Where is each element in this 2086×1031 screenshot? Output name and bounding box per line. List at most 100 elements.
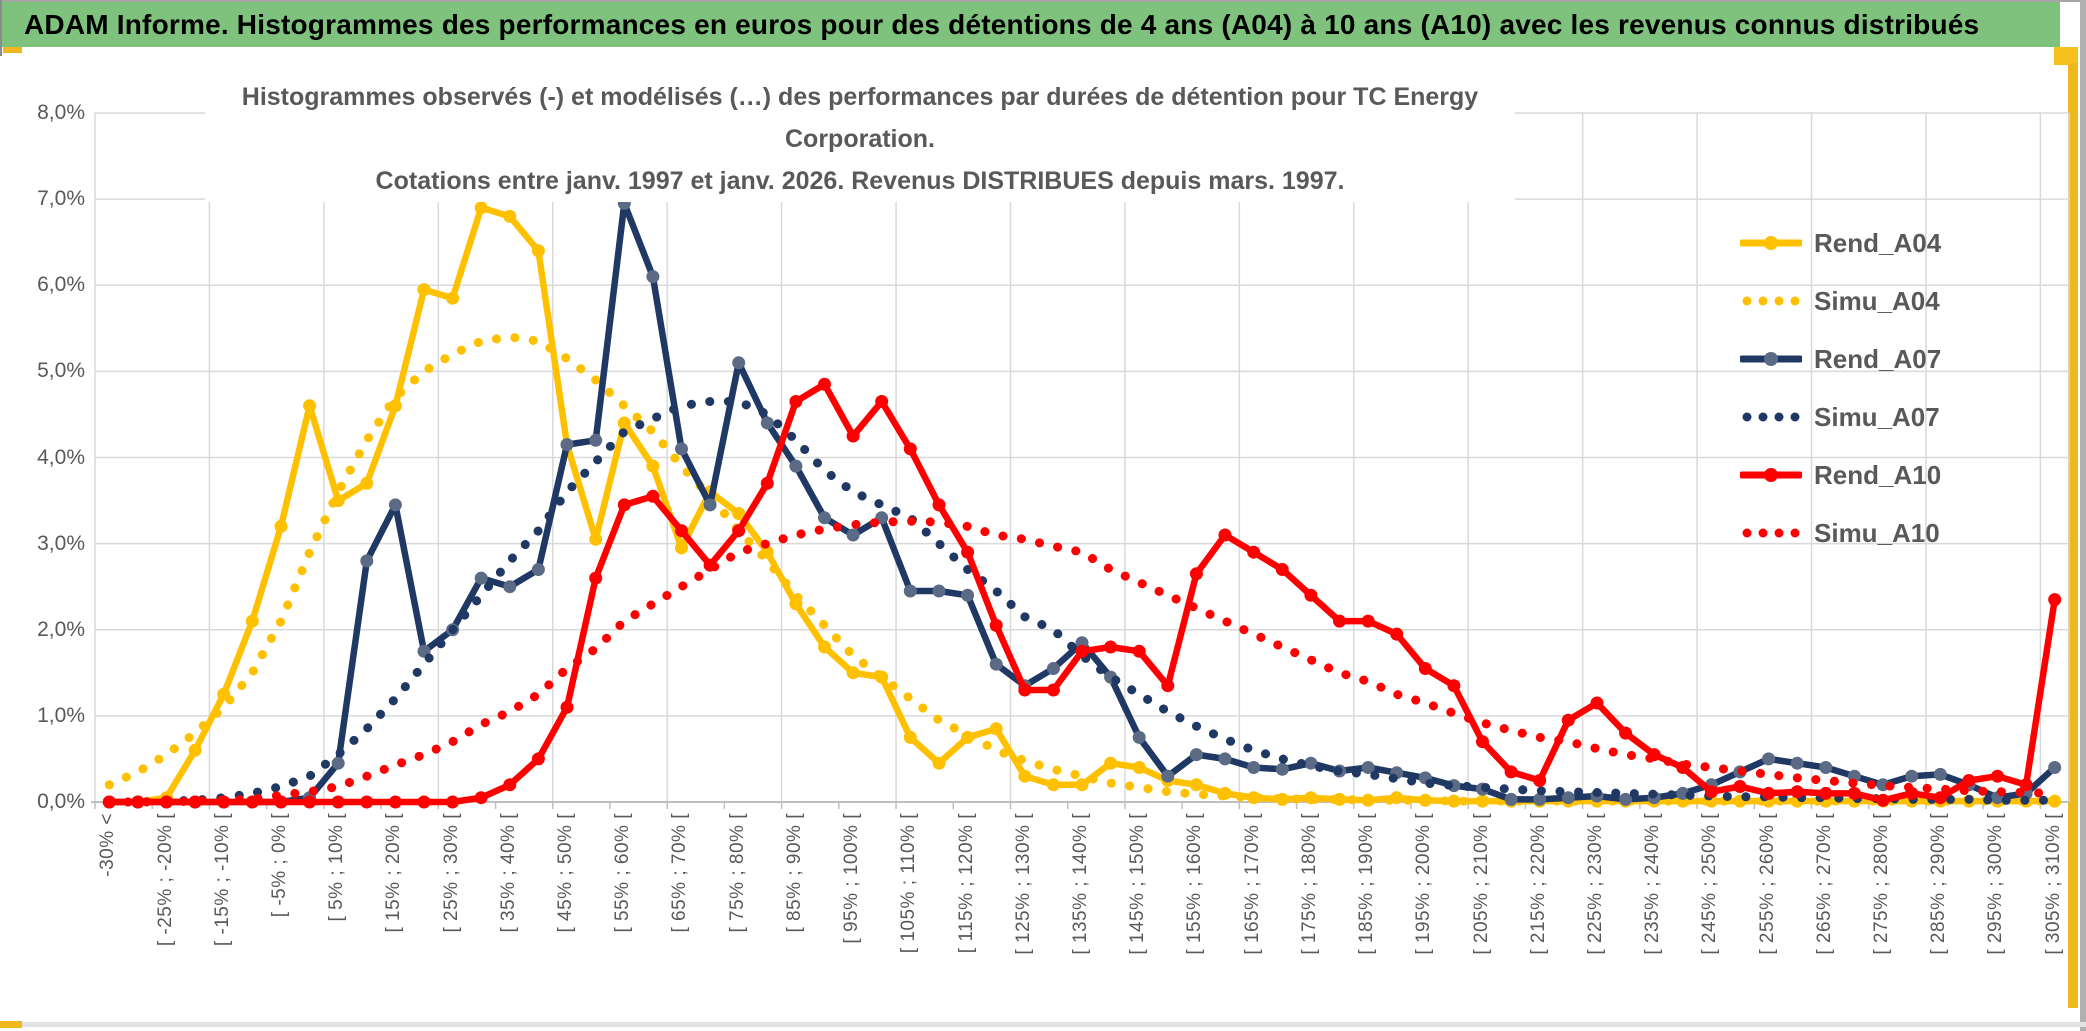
x-tick-label: [ 85% ; 90% [ [783, 813, 805, 933]
gold-accent-right-strip [2068, 63, 2078, 1008]
marker-Rend_A04 [903, 730, 917, 744]
x-tick-label: [ 295% ; 300% [ [1985, 813, 2007, 955]
marker-Rend_A10 [1189, 567, 1203, 581]
marker-Rend_A10 [1447, 679, 1461, 693]
marker-Rend_A10 [388, 795, 402, 809]
marker-Rend_A07 [1561, 791, 1575, 805]
gold-accent-left [3, 47, 22, 53]
gold-accent-corner [2054, 47, 2078, 65]
marker-Rend_A07 [1905, 769, 1919, 783]
marker-Rend_A10 [1304, 588, 1318, 602]
x-tick-label: [ 235% ; 240% [ [1642, 813, 1664, 955]
x-tick-label: [ 205% ; 210% [ [1470, 813, 1492, 955]
marker-Rend_A10 [1132, 644, 1146, 658]
marker-Rend_A10 [1361, 614, 1375, 628]
bottom-divider [0, 1022, 2086, 1027]
marker-Rend_A07 [760, 416, 774, 430]
marker-Rend_A04 [675, 541, 688, 555]
marker-Rend_A10 [1762, 786, 1776, 800]
marker-Rend_A07 [846, 528, 860, 542]
marker-Rend_A10 [1390, 627, 1404, 641]
window-left-border [0, 0, 2, 56]
x-tick-label: [ 265% ; 270% [ [1813, 813, 1835, 955]
marker-Rend_A04 [1189, 778, 1203, 792]
y-tick-label: 4,0% [37, 445, 85, 469]
marker-Rend_A10 [1418, 662, 1432, 675]
marker-Rend_A07 [1933, 767, 1947, 781]
legend-item-Rend_A04: Rend_A04 [1740, 214, 2070, 272]
marker-Rend_A04 [531, 244, 545, 258]
marker-Rend_A04 [274, 519, 288, 533]
legend-swatch-dotted [1742, 412, 1800, 422]
marker-Rend_A10 [1075, 644, 1089, 658]
marker-Rend_A10 [1704, 785, 1718, 799]
marker-Rend_A10 [1619, 726, 1633, 740]
marker-Rend_A07 [1619, 792, 1633, 806]
marker-Rend_A10 [503, 778, 517, 792]
x-tick-label: [ 115% ; 120% [ [955, 813, 977, 954]
legend-label: Rend_A10 [1814, 459, 1942, 490]
header-title: ADAM Informe. Histogrammes des performan… [24, 8, 1980, 40]
legend-item-Rend_A07: Rend_A07 [1740, 330, 2070, 388]
marker-Rend_A04 [989, 722, 1003, 736]
marker-Rend_A10 [675, 524, 688, 538]
marker-Rend_A10 [1962, 774, 1976, 787]
x-tick-label: [ 15% ; 20% [ [383, 813, 405, 933]
marker-Rend_A10 [1733, 780, 1747, 793]
legend-swatch-solid [1740, 236, 1802, 250]
x-tick-label: [ 35% ; 40% [ [497, 813, 519, 933]
x-tick-label: [ 125% ; 130% [ [1012, 813, 1034, 955]
marker-Rend_A07 [1161, 769, 1175, 783]
marker-Rend_A07 [388, 498, 402, 512]
x-tick-label: [ 105% ; 110% [ [898, 813, 920, 954]
x-tick-label: [ 135% ; 140% [ [1070, 813, 1091, 955]
marker-Rend_A07 [818, 511, 831, 525]
marker-Rend_A10 [1991, 769, 2004, 783]
x-tick-label: [ 25% ; 30% [ [440, 813, 462, 933]
marker-Rend_A10 [818, 377, 831, 391]
x-tick-label: -30% < [97, 813, 119, 877]
marker-Rend_A04 [732, 507, 746, 520]
marker-Rend_A10 [1847, 786, 1861, 800]
y-tick-label: 1,0% [37, 703, 85, 727]
y-tick-label: 5,0% [37, 359, 85, 383]
marker-Rend_A10 [560, 700, 574, 714]
marker-Rend_A10 [446, 795, 460, 809]
marker-Rend_A07 [560, 438, 574, 452]
legend-label: Simu_A04 [1814, 285, 1940, 316]
marker-Rend_A04 [188, 743, 202, 757]
marker-Rend_A10 [760, 476, 774, 490]
marker-Rend_A10 [2019, 778, 2033, 792]
y-tick-label: 2,0% [37, 617, 85, 641]
marker-Rend_A07 [932, 584, 946, 598]
marker-Rend_A10 [1046, 683, 1060, 697]
y-tick-label: 8,0% [37, 101, 85, 124]
marker-Rend_A10 [303, 795, 317, 809]
marker-Rend_A10 [789, 395, 803, 408]
x-tick-label: [ 145% ; 150% [ [1127, 813, 1149, 955]
marker-Rend_A10 [846, 429, 860, 443]
legend-item-Simu_A07: Simu_A07 [1740, 388, 2070, 446]
marker-Rend_A10 [2048, 593, 2062, 607]
marker-Rend_A10 [932, 498, 946, 512]
x-tick-label: [ 185% ; 190% [ [1356, 813, 1378, 955]
x-tick-label: [ 165% ; 170% [ [1241, 813, 1263, 955]
marker-Rend_A10 [1218, 528, 1232, 542]
marker-Rend_A04 [589, 532, 603, 546]
x-tick-label: [ 95% ; 100% [ [841, 813, 863, 944]
marker-Rend_A10 [131, 795, 145, 809]
marker-Rend_A10 [989, 618, 1003, 632]
marker-Rend_A07 [1046, 662, 1060, 675]
marker-Rend_A10 [1590, 696, 1604, 710]
marker-Rend_A04 [417, 283, 431, 297]
marker-Rend_A10 [1533, 774, 1547, 787]
gold-accent-bottom [0, 1021, 22, 1028]
marker-Rend_A07 [1504, 792, 1518, 806]
marker-Rend_A04 [818, 640, 831, 654]
marker-Rend_A07 [1247, 761, 1261, 774]
legend-label: Rend_A07 [1814, 343, 1942, 374]
marker-Rend_A04 [1447, 794, 1461, 808]
marker-Rend_A10 [646, 489, 660, 503]
marker-Rend_A10 [474, 791, 488, 805]
marker-Rend_A10 [1933, 791, 1947, 805]
